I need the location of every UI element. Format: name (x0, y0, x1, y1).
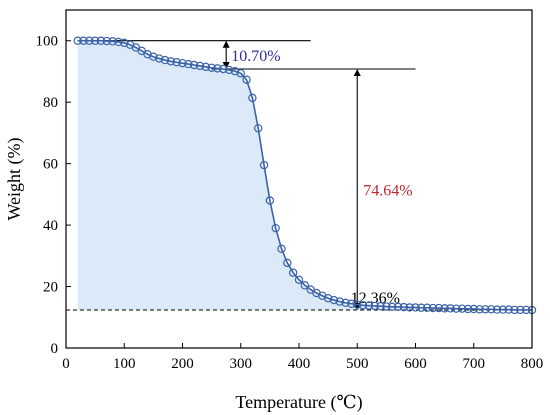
x-tick-label: 100 (113, 356, 136, 372)
x-axis-title: Temperature (℃) (235, 392, 362, 413)
step2-loss-label: 74.64% (363, 183, 412, 200)
data-point (207, 63, 216, 72)
data-point (224, 65, 234, 75)
data-point (79, 36, 88, 45)
data-point (236, 69, 245, 78)
data-point (85, 36, 94, 45)
data-point (399, 302, 409, 312)
data-point (370, 301, 379, 311)
y-tick-label: 100 (36, 34, 59, 50)
data-point (108, 37, 117, 46)
data-point (277, 244, 286, 253)
series-layer (73, 36, 537, 315)
data-point (248, 93, 257, 103)
data-point (90, 36, 100, 45)
data-point (172, 58, 181, 67)
data-point (492, 305, 502, 314)
x-tick-label: 400 (288, 356, 311, 372)
data-point (154, 54, 164, 63)
data-point (265, 196, 275, 205)
data-point (160, 55, 170, 65)
data-point (189, 60, 199, 70)
data-point (452, 304, 461, 313)
data-point (213, 64, 222, 73)
data-point (120, 38, 129, 48)
data-point (201, 62, 210, 72)
series-line (77, 39, 533, 311)
arrow-step2-head-up (353, 68, 361, 76)
data-point (364, 301, 374, 310)
data-point (521, 305, 531, 315)
data-point (271, 223, 280, 233)
data-point (457, 304, 467, 313)
data-point (195, 61, 205, 71)
y-tick-label: 0 (51, 341, 59, 357)
x-tick-label: 0 (62, 356, 70, 372)
data-point (481, 305, 490, 314)
data-point (440, 304, 449, 313)
x-tick-label: 600 (404, 356, 427, 372)
data-point (102, 36, 111, 46)
data-point (376, 302, 385, 311)
x-tick-label: 200 (171, 356, 194, 372)
x-tick-label: 800 (521, 356, 544, 372)
data-point (516, 305, 525, 315)
data-point (382, 302, 391, 311)
y-tick-label: 20 (43, 280, 58, 296)
data-point (300, 281, 310, 290)
axes-layer: 0 100 200 300 400 500 600 700 800 0 20 40 60 80 100 (36, 34, 544, 372)
data-point (230, 66, 240, 76)
data-point (254, 124, 263, 133)
y-tick-label: 80 (43, 95, 58, 111)
data-point (358, 301, 368, 310)
data-point (463, 304, 473, 314)
step1-loss-label: 10.70% (231, 48, 280, 65)
data-point (149, 52, 158, 61)
data-point (393, 302, 403, 312)
data-point (487, 305, 496, 314)
data-point (347, 299, 356, 308)
area-fill-layer (77, 40, 533, 311)
data-point (469, 304, 478, 314)
data-point (411, 303, 420, 312)
data-point (114, 37, 123, 47)
data-point (335, 297, 344, 306)
data-point (405, 303, 414, 312)
data-point (73, 36, 82, 45)
data-point (504, 305, 513, 314)
data-point (96, 36, 106, 45)
data-point (353, 300, 362, 309)
area-fill (77, 40, 533, 311)
arrow-step1-head-down (222, 61, 230, 69)
data-point (475, 305, 484, 314)
data-point (219, 64, 228, 74)
data-point (288, 268, 298, 277)
x-tick-label: 700 (463, 356, 486, 372)
data-point (434, 303, 443, 313)
data-point (323, 294, 333, 303)
data-point (417, 303, 426, 312)
data-point (446, 304, 455, 313)
data-point (242, 75, 251, 84)
data-point (498, 305, 508, 314)
data-point (388, 302, 397, 312)
data-point (166, 57, 176, 66)
data-point (178, 58, 187, 68)
x-tick-label: 300 (230, 356, 253, 372)
x-tick-label: 500 (346, 356, 369, 372)
y-tick-label: 40 (43, 218, 58, 234)
data-point (428, 303, 438, 313)
data-point (184, 59, 193, 69)
data-point (510, 305, 519, 315)
data-point (259, 160, 269, 170)
data-point (329, 295, 339, 305)
data-point (294, 275, 304, 284)
data-point (341, 298, 350, 308)
y-axis-title: Weight (%) (4, 137, 25, 220)
data-point (283, 258, 292, 268)
arrow-step1-head-up (222, 40, 230, 48)
y-tick-label: 60 (43, 157, 58, 173)
data-point (422, 303, 432, 312)
